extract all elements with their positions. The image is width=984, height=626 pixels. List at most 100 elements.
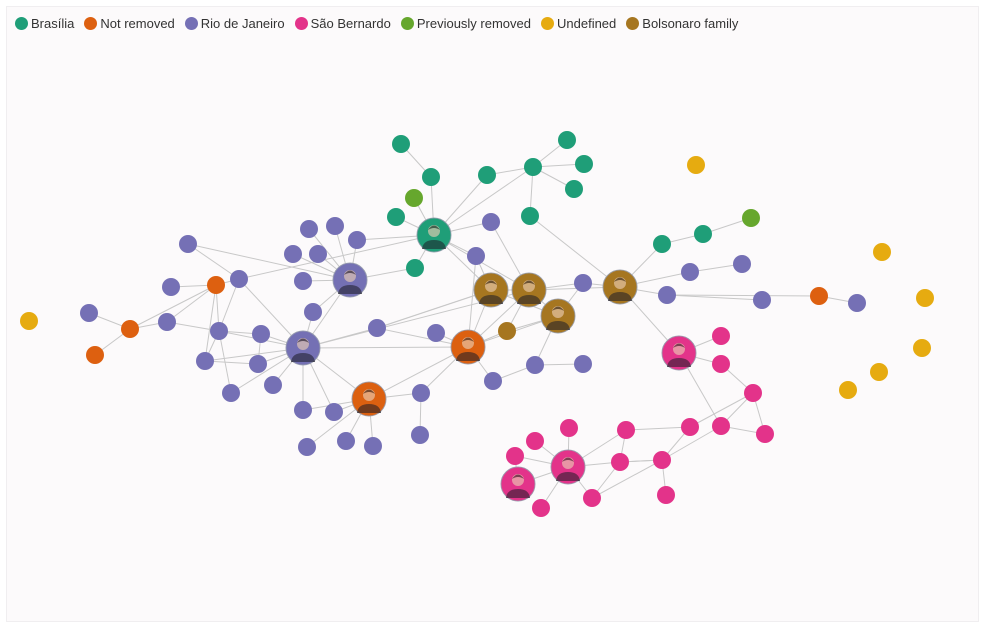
node[interactable] — [484, 372, 502, 390]
edge — [661, 425, 722, 461]
node[interactable] — [681, 263, 699, 281]
node[interactable] — [264, 376, 282, 394]
node[interactable] — [230, 270, 248, 288]
node[interactable] — [337, 432, 355, 450]
legend-item-brasilia[interactable]: Brasília — [15, 16, 74, 31]
node[interactable] — [524, 158, 542, 176]
node[interactable] — [712, 327, 730, 345]
node[interactable] — [222, 384, 240, 402]
node[interactable] — [387, 208, 405, 226]
node[interactable] — [744, 384, 762, 402]
node[interactable] — [405, 189, 423, 207]
node[interactable] — [560, 419, 578, 437]
node[interactable] — [756, 425, 774, 443]
node[interactable] — [412, 384, 430, 402]
node[interactable] — [294, 401, 312, 419]
node[interactable] — [526, 356, 544, 374]
node[interactable] — [427, 324, 445, 342]
node[interactable] — [681, 418, 699, 436]
node[interactable] — [687, 156, 705, 174]
node[interactable] — [284, 245, 302, 263]
node[interactable] — [574, 355, 592, 373]
legend-item-not-removed[interactable]: Not removed — [84, 16, 175, 31]
node[interactable] — [574, 274, 592, 292]
node[interactable] — [575, 155, 593, 173]
node[interactable] — [653, 235, 671, 253]
node[interactable] — [873, 243, 891, 261]
node[interactable] — [158, 313, 176, 331]
node[interactable] — [848, 294, 866, 312]
node[interactable] — [196, 352, 214, 370]
node[interactable] — [422, 168, 440, 186]
node[interactable] — [326, 217, 344, 235]
node[interactable] — [478, 166, 496, 184]
node[interactable] — [733, 255, 751, 273]
node[interactable] — [753, 291, 771, 309]
node[interactable] — [348, 231, 366, 249]
node[interactable] — [565, 180, 583, 198]
node[interactable] — [86, 346, 104, 364]
person-photo-node[interactable] — [602, 269, 638, 305]
node[interactable] — [162, 278, 180, 296]
node[interactable] — [121, 320, 139, 338]
legend-item-bolsonaro-family[interactable]: Bolsonaro family — [626, 16, 738, 31]
node[interactable] — [325, 403, 343, 421]
node[interactable] — [653, 451, 671, 469]
node[interactable] — [467, 247, 485, 265]
node[interactable] — [298, 438, 316, 456]
node[interactable] — [252, 325, 270, 343]
node[interactable] — [294, 272, 312, 290]
node[interactable] — [309, 245, 327, 263]
person-photo-node[interactable] — [511, 272, 547, 308]
legend-item-sao-bernardo[interactable]: São Bernardo — [294, 16, 391, 31]
node[interactable] — [532, 499, 550, 517]
node[interactable] — [20, 312, 38, 330]
node[interactable] — [80, 304, 98, 322]
node[interactable] — [368, 319, 386, 337]
node[interactable] — [913, 339, 931, 357]
node[interactable] — [712, 417, 730, 435]
node[interactable] — [411, 426, 429, 444]
node[interactable] — [870, 363, 888, 381]
node[interactable] — [694, 225, 712, 243]
node[interactable] — [657, 486, 675, 504]
person-photo-node[interactable] — [473, 272, 509, 308]
node[interactable] — [207, 276, 225, 294]
node[interactable] — [406, 259, 424, 277]
node[interactable] — [498, 322, 516, 340]
node[interactable] — [304, 303, 322, 321]
node[interactable] — [526, 432, 544, 450]
node[interactable] — [249, 355, 267, 373]
node[interactable] — [810, 287, 828, 305]
node[interactable] — [392, 135, 410, 153]
person-photo-node[interactable] — [416, 217, 452, 253]
person-photo-node[interactable] — [661, 335, 697, 371]
person-photo-node[interactable] — [550, 449, 586, 485]
person-photo-node[interactable] — [540, 298, 576, 334]
node[interactable] — [916, 289, 934, 307]
node[interactable] — [506, 447, 524, 465]
node[interactable] — [611, 453, 629, 471]
legend-item-undefined[interactable]: Undefined — [541, 16, 616, 31]
legend-item-rio-de-janeiro[interactable]: Rio de Janeiro — [184, 16, 285, 31]
node[interactable] — [521, 207, 539, 225]
node[interactable] — [558, 131, 576, 149]
person-photo-node[interactable] — [332, 262, 368, 298]
node[interactable] — [364, 437, 382, 455]
node[interactable] — [712, 355, 730, 373]
person-photo-node[interactable] — [351, 381, 387, 417]
person-photo-node[interactable] — [500, 466, 536, 502]
node[interactable] — [742, 209, 760, 227]
legend-item-previously-removed[interactable]: Previously removed — [400, 16, 531, 31]
node[interactable] — [179, 235, 197, 253]
person-photo-node[interactable] — [285, 330, 321, 366]
node[interactable] — [617, 421, 635, 439]
node[interactable] — [583, 489, 601, 507]
node[interactable] — [658, 286, 676, 304]
node[interactable] — [839, 381, 857, 399]
edge — [204, 284, 217, 362]
node[interactable] — [300, 220, 318, 238]
person-photo-node[interactable] — [450, 329, 486, 365]
node[interactable] — [482, 213, 500, 231]
node[interactable] — [210, 322, 228, 340]
